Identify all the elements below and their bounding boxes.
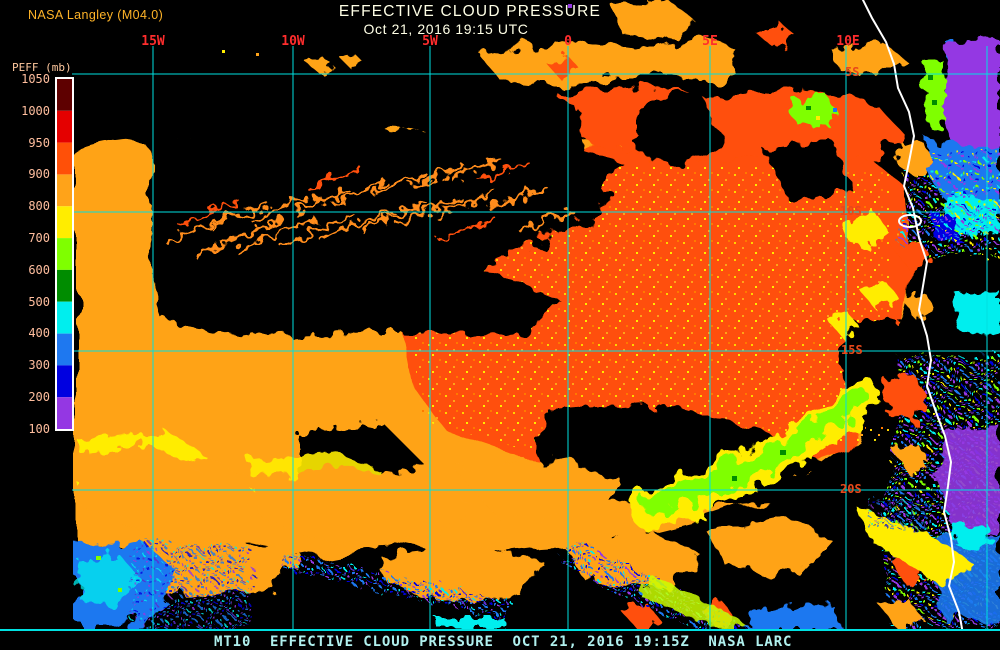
- legend-colorbar: [55, 77, 74, 431]
- legend-tick-800: 800: [28, 199, 50, 213]
- station-label: NASA Langley (M04.0): [28, 8, 164, 22]
- lon-label-0: 0: [564, 34, 572, 49]
- footer-bar: MT10 EFFECTIVE CLOUD PRESSURE OCT 21, 20…: [0, 629, 1000, 650]
- top-cloud-patches: [222, 0, 906, 86]
- page-title: EFFECTIVE CLOUD PRESSURE: [338, 3, 602, 20]
- lon-label-15w: 15W: [141, 34, 165, 49]
- lat-label-15s: 15S: [841, 343, 863, 357]
- lat-label-10s: 10S: [840, 204, 862, 218]
- legend-tick-900: 900: [28, 167, 50, 181]
- coastal-lagoon-outline: [898, 214, 922, 228]
- lat-label-5s: 5S: [845, 65, 860, 79]
- legend-tick-500: 500: [28, 295, 50, 309]
- green-cloud-patch: [788, 94, 837, 129]
- coastline: [861, 0, 964, 629]
- legend-tick-600: 600: [28, 263, 50, 277]
- lon-label-10e: 10E: [836, 34, 860, 49]
- legend-tick-700: 700: [28, 231, 50, 245]
- legend-tick-300: 300: [28, 358, 50, 372]
- lat-label-20s: 20S: [840, 482, 862, 496]
- legend-tick-200: 200: [28, 390, 50, 404]
- legend-tick-950: 950: [28, 136, 50, 150]
- legend-title: PEFF (mb): [12, 61, 72, 74]
- footer-caption: MT10 EFFECTIVE CLOUD PRESSURE OCT 21, 20…: [214, 634, 793, 650]
- datetime-label: Oct 21, 2016 19:15 UTC: [363, 21, 529, 37]
- gridlines: [72, 46, 1000, 629]
- legend-tick-1050: 1050: [21, 72, 50, 86]
- lon-label-5e: 5E: [702, 34, 718, 49]
- legend-tick-400: 400: [28, 326, 50, 340]
- lon-label-10w: 10W: [281, 34, 305, 49]
- legend-tick-1000: 1000: [21, 104, 50, 118]
- chartreuse-streak: [630, 376, 880, 530]
- blue-speckle-bands: [75, 500, 930, 629]
- lon-label-5w: 5W: [422, 34, 438, 49]
- legend-tick-100: 100: [28, 422, 50, 436]
